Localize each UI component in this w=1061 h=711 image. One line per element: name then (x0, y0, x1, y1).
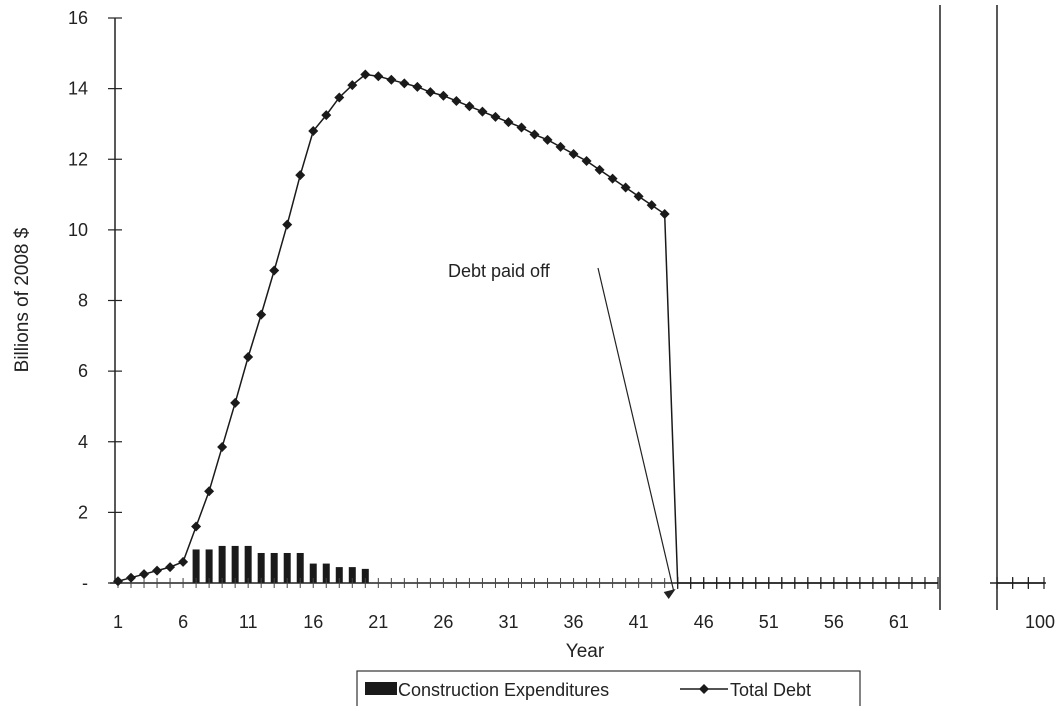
total-debt-marker (451, 95, 462, 106)
total-debt-marker (308, 126, 319, 136)
construction-bar (218, 545, 226, 583)
total-debt-marker (139, 569, 150, 580)
legend-swatch-bars (365, 682, 397, 695)
construction-bar (283, 552, 291, 583)
total-debt-marker (373, 71, 384, 82)
total-debt-marker (490, 111, 501, 122)
total-debt-marker (633, 191, 644, 202)
y-tick-label: 16 (68, 8, 88, 28)
y-tick-label: 10 (68, 220, 88, 240)
construction-bar (322, 563, 330, 583)
x-axis-title: Year (566, 641, 605, 662)
construction-bar (205, 549, 213, 583)
total-debt-marker (555, 141, 566, 152)
total-debt-marker (113, 576, 123, 587)
y-tick-label: 14 (68, 79, 88, 99)
x-tick-label: 1 (113, 612, 123, 632)
total-debt-marker (386, 74, 397, 85)
total-debt-marker (464, 101, 475, 112)
y-axis-title: Billions of 2008 $ (12, 227, 33, 372)
total-debt-marker (503, 117, 514, 128)
construction-bar (296, 552, 304, 583)
y-tick-label: - (82, 573, 88, 593)
x-tick-label: 51 (759, 612, 779, 632)
x-tick-label: 46 (694, 612, 714, 632)
y-tick-label: 4 (78, 432, 88, 452)
total-debt-marker (243, 352, 254, 362)
total-debt-marker (516, 122, 527, 133)
construction-bar (348, 567, 356, 583)
x-tick-label: 16 (303, 612, 323, 632)
annotation-text: Debt paid off (448, 261, 551, 281)
construction-bar (231, 545, 239, 583)
total-debt-marker (542, 134, 553, 145)
total-debt-marker (659, 208, 670, 219)
x-tick-label: 56 (824, 612, 844, 632)
total-debt-marker (646, 200, 657, 211)
construction-bar (192, 549, 200, 583)
annotation-arrowhead (663, 589, 676, 599)
total-debt-marker (230, 397, 241, 408)
x-tick-label: 36 (564, 612, 584, 632)
total-debt-marker (282, 219, 293, 230)
legend-box (356, 670, 861, 711)
construction-bar (335, 567, 343, 583)
total-debt-marker (152, 565, 163, 576)
y-tick-label: 2 (78, 502, 88, 522)
total-debt-line (117, 73, 938, 584)
total-debt-marker (581, 156, 592, 167)
construction-bar (257, 552, 265, 583)
total-debt-marker (321, 110, 332, 121)
construction-bar (244, 545, 252, 583)
x-tick-label: 41 (629, 612, 649, 632)
x-tick-label: 31 (498, 612, 518, 632)
total-debt-marker (347, 80, 358, 91)
total-debt-marker (607, 173, 618, 184)
y-tick-label: 6 (78, 361, 88, 381)
total-debt-marker (399, 78, 410, 89)
x-tick-label: 11 (239, 612, 258, 632)
construction-bar (270, 552, 278, 583)
total-debt-marker (568, 148, 579, 159)
construction-bar (309, 563, 317, 583)
x-tick-label: 6 (178, 612, 188, 632)
x-tick-label: 26 (433, 612, 453, 632)
x-tick-label: 100 (1025, 612, 1055, 632)
total-debt-marker (438, 90, 449, 101)
y-tick-label: 8 (78, 291, 88, 311)
total-debt-marker (191, 521, 202, 532)
total-debt-marker (178, 556, 189, 567)
total-debt-marker (620, 182, 631, 193)
total-debt-marker (295, 170, 306, 181)
total-debt-marker (529, 129, 540, 140)
legend-label-total-debt: Total Debt (730, 680, 811, 700)
legend-label-construction: Construction Expenditures (398, 680, 609, 700)
annotation-arrow (597, 267, 675, 592)
total-debt-marker (204, 486, 215, 497)
total-debt-marker (477, 106, 488, 117)
total-debt-marker (594, 164, 605, 175)
total-debt-marker (425, 87, 436, 98)
total-debt-marker (412, 81, 423, 92)
y-tick-label: 12 (68, 149, 88, 169)
total-debt-marker (256, 309, 267, 320)
total-debt-marker (126, 572, 137, 583)
total-debt-marker (360, 69, 371, 80)
legend-swatch-marker (699, 684, 709, 694)
x-tick-label: 21 (368, 612, 388, 632)
total-debt-marker (334, 92, 345, 103)
construction-bar (361, 568, 369, 583)
total-debt-marker (269, 265, 280, 276)
total-debt-marker (165, 562, 176, 573)
legend: Construction Expenditures Total Debt (356, 670, 861, 711)
total-debt-marker (217, 442, 228, 453)
x-tick-label: 61 (889, 612, 909, 632)
